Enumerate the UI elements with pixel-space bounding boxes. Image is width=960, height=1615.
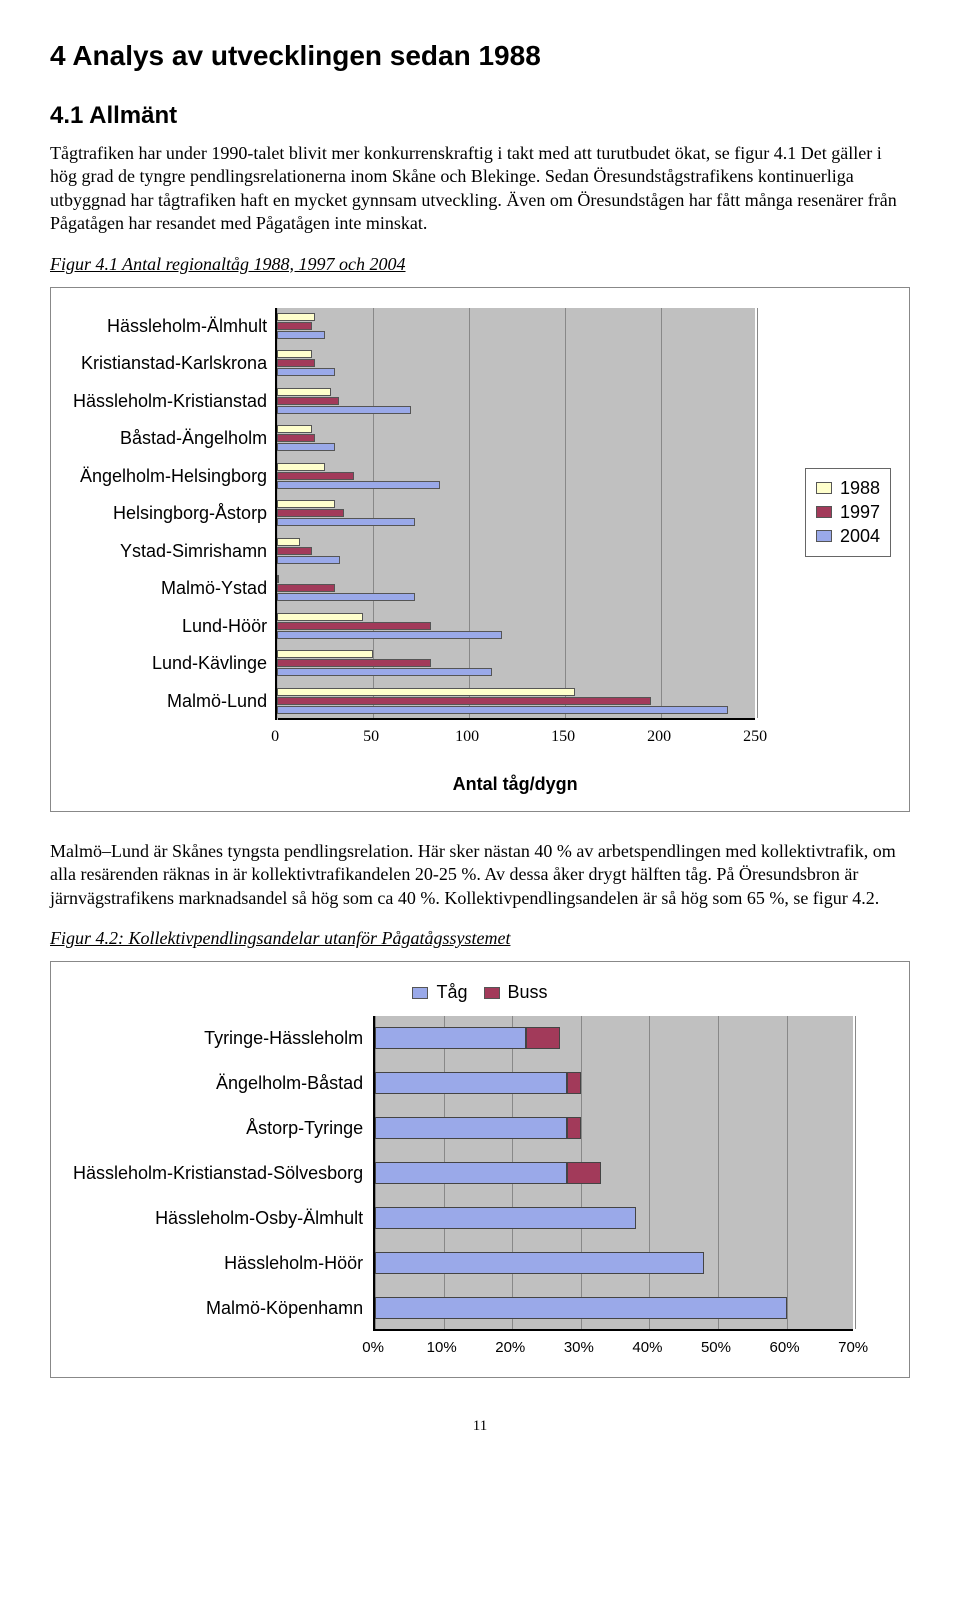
body-paragraph: Malmö–Lund är Skånes tyngsta pendlingsre… xyxy=(50,840,910,910)
chart-1-bar xyxy=(277,518,415,526)
chart-2-xtick: 20% xyxy=(495,1339,525,1356)
chart-1-bar xyxy=(277,388,331,396)
chart-2-xtick: 60% xyxy=(770,1339,800,1356)
figure-caption-1: Figur 4.1 Antal regionaltåg 1988, 1997 o… xyxy=(50,254,910,275)
chart-1-bar xyxy=(277,350,312,358)
page-number: 11 xyxy=(50,1418,910,1435)
chart-1-bar xyxy=(277,659,431,667)
legend-item: Tåg xyxy=(412,982,467,1003)
legend-item: 1988 xyxy=(816,478,880,499)
chart-1-cat-label: Ängelholm-Helsingborg xyxy=(73,458,267,496)
chart-1-bar xyxy=(277,631,502,639)
chart-1-xlabel: Antal tåg/dygn xyxy=(275,774,755,795)
chart-1-bar xyxy=(277,500,335,508)
chart-1-bar xyxy=(277,472,354,480)
chart-1-cat-label: Hässleholm-Kristianstad xyxy=(73,383,267,421)
legend-item: 1997 xyxy=(816,502,880,523)
chart-1-xtick: 150 xyxy=(551,728,575,746)
chart-1-cat-label: Helsingborg-Åstorp xyxy=(73,495,267,533)
chart-1-bar xyxy=(277,397,338,405)
chart-1-cat-label: Båstad-Ängelholm xyxy=(73,420,267,458)
chart-1-bar xyxy=(277,584,335,592)
chart-1-bar xyxy=(277,688,575,696)
chart-1-xticks: 050100150200250 xyxy=(275,724,755,746)
chart-1-box: Hässleholm-ÄlmhultKristianstad-Karlskron… xyxy=(50,287,910,813)
chart-2-legend: Tåg Buss xyxy=(73,982,887,1004)
legend-item: 2004 xyxy=(816,526,880,547)
chart-2-cat-label: Åstorp-Tyringe xyxy=(73,1106,363,1151)
chart-1-bar xyxy=(277,463,325,471)
chart-1-bar xyxy=(277,425,312,433)
chart-1-bar xyxy=(277,538,300,546)
chart-1-bar xyxy=(277,650,373,658)
chart-1-cat-label: Kristianstad-Karlskrona xyxy=(73,345,267,383)
chart-2-xtick: 40% xyxy=(632,1339,662,1356)
chart-1-xtick: 200 xyxy=(647,728,671,746)
chart-1-bar xyxy=(277,406,411,414)
chart-2-cat-label: Ängelholm-Båstad xyxy=(73,1061,363,1106)
chart-1-xtick: 100 xyxy=(455,728,479,746)
chart-2-xtick: 50% xyxy=(701,1339,731,1356)
chart-1-bar xyxy=(277,556,340,564)
chart-1-bar xyxy=(277,622,431,630)
chart-1-xtick: 0 xyxy=(271,728,279,746)
chart-2-xtick: 30% xyxy=(564,1339,594,1356)
chart-2-bar-tag xyxy=(375,1252,704,1274)
chart-1-bar xyxy=(277,706,728,714)
chart-2-cat-label: Malmö-Köpenhamn xyxy=(73,1286,363,1331)
chart-1-bar xyxy=(277,313,315,321)
chart-1-cat-label: Malmö-Lund xyxy=(73,683,267,721)
chart-1-bar xyxy=(277,593,415,601)
chart-2-bar-tag xyxy=(375,1207,636,1229)
chart-2-category-labels: Tyringe-HässleholmÄngelholm-BåstadÅstorp… xyxy=(73,1016,373,1361)
chart-1-cat-label: Malmö-Ystad xyxy=(73,570,267,608)
chart-1-bar xyxy=(277,575,279,583)
chart-2-cat-label: Hässleholm-Kristianstad-Sölvesborg xyxy=(73,1151,363,1196)
figure-caption-2: Figur 4.2: Kollektivpendlingsandelar uta… xyxy=(50,928,910,949)
chart-2-bar-buss xyxy=(526,1027,560,1049)
chart-1-xtick: 50 xyxy=(363,728,379,746)
chart-1-bar xyxy=(277,668,492,676)
chart-1-bar xyxy=(277,481,440,489)
chart-1-cat-label: Ystad-Simrishamn xyxy=(73,533,267,571)
chart-2-bar-tag xyxy=(375,1117,567,1139)
chart-2-box: Tåg Buss Tyringe-HässleholmÄngelholm-Båst… xyxy=(50,961,910,1378)
chart-2-xtick: 10% xyxy=(427,1339,457,1356)
section-heading: 4 Analys av utvecklingen sedan 1988 xyxy=(50,40,910,72)
chart-1-category-labels: Hässleholm-ÄlmhultKristianstad-Karlskron… xyxy=(73,308,275,796)
chart-1-bar xyxy=(277,331,325,339)
chart-1-cat-label: Lund-Höör xyxy=(73,608,267,646)
body-paragraph: Tågtrafiken har under 1990-talet blivit … xyxy=(50,142,910,236)
chart-2-plot xyxy=(373,1016,853,1331)
chart-1-bar xyxy=(277,434,315,442)
chart-2-bar-tag xyxy=(375,1297,786,1319)
chart-2-xtick: 70% xyxy=(838,1339,868,1356)
chart-2-bar-buss xyxy=(567,1162,601,1184)
chart-1-bar xyxy=(277,697,651,705)
chart-1-bar xyxy=(277,509,344,517)
chart-2-bar-tag xyxy=(375,1027,526,1049)
chart-1-bar xyxy=(277,443,335,451)
chart-1-cat-label: Lund-Kävlinge xyxy=(73,645,267,683)
chart-1-bar xyxy=(277,322,312,330)
chart-1-cat-label: Hässleholm-Älmhult xyxy=(73,308,267,346)
chart-2-xticks: 0%10%20%30%40%50%60%70% xyxy=(373,1335,853,1361)
chart-2-cat-label: Hässleholm-Osby-Älmhult xyxy=(73,1196,363,1241)
legend-item: Buss xyxy=(484,982,548,1003)
subsection-heading: 4.1 Allmänt xyxy=(50,102,910,130)
chart-1-bar xyxy=(277,359,315,367)
chart-2-cat-label: Tyringe-Hässleholm xyxy=(73,1016,363,1061)
chart-1-bar xyxy=(277,368,335,376)
chart-1-bar xyxy=(277,547,312,555)
chart-1-plot xyxy=(275,308,755,721)
chart-2-bar-tag xyxy=(375,1162,567,1184)
chart-2-bar-buss xyxy=(567,1072,581,1094)
chart-2-cat-label: Hässleholm-Höör xyxy=(73,1241,363,1286)
chart-1-bar xyxy=(277,613,363,621)
chart-1-legend: 1988 1997 2004 xyxy=(805,468,891,557)
chart-2-bar-tag xyxy=(375,1072,567,1094)
chart-2-bar-buss xyxy=(567,1117,581,1139)
chart-1-xtick: 250 xyxy=(743,728,767,746)
chart-2-xtick: 0% xyxy=(362,1339,384,1356)
